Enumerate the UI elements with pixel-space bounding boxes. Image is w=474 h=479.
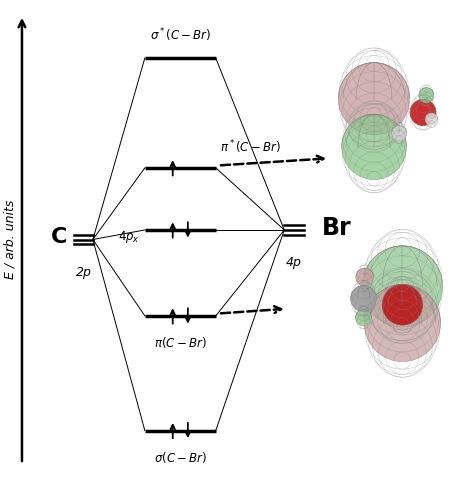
Text: $\pi(C-Br)$: $\pi(C-Br)$	[154, 335, 207, 350]
Text: Br: Br	[322, 216, 352, 240]
Circle shape	[392, 125, 407, 141]
Circle shape	[362, 246, 443, 327]
Circle shape	[410, 99, 436, 125]
Circle shape	[338, 63, 410, 135]
Circle shape	[351, 285, 376, 312]
Circle shape	[364, 285, 440, 362]
Text: 2p: 2p	[75, 266, 91, 279]
Circle shape	[356, 309, 372, 326]
Text: C: C	[51, 227, 67, 247]
Circle shape	[425, 113, 438, 125]
Text: E / arb. units: E / arb. units	[3, 200, 16, 279]
Circle shape	[383, 285, 422, 325]
Circle shape	[419, 88, 434, 103]
Text: $\sigma(C-Br)$: $\sigma(C-Br)$	[154, 450, 207, 465]
Circle shape	[342, 114, 406, 180]
Text: 4p: 4p	[286, 256, 301, 269]
Circle shape	[356, 268, 374, 286]
Text: $4p_x$: $4p_x$	[118, 229, 140, 245]
Text: $\pi^*(C-Br)$: $\pi^*(C-Br)$	[220, 138, 282, 156]
Text: $\sigma^*(C-Br)$: $\sigma^*(C-Br)$	[150, 26, 211, 44]
